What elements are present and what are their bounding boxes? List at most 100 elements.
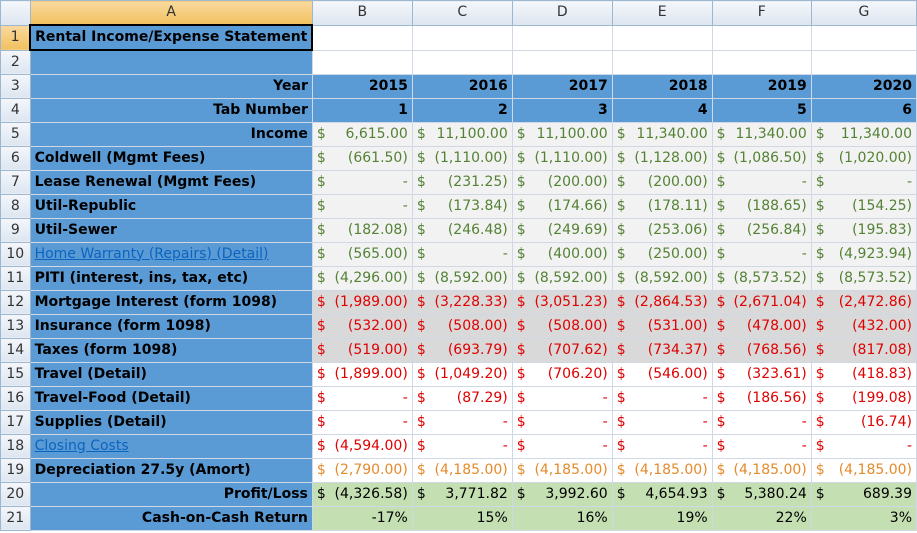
empty-cell[interactable] [611, 24, 713, 51]
value-cell[interactable]: $ (2,790.00) [311, 457, 413, 483]
empty-cell[interactable] [411, 24, 513, 51]
column-header-a[interactable]: A [29, 0, 313, 26]
row-header-2[interactable]: 2 [0, 49, 31, 75]
row-label[interactable]: Supplies (Detail) [29, 409, 313, 435]
row-header-21[interactable]: 21 [0, 505, 31, 531]
year-label[interactable]: Year [29, 73, 313, 99]
row-label[interactable]: Mortgage Interest (form 1098) [29, 289, 313, 315]
row-header-6[interactable]: 6 [0, 145, 31, 171]
row-header-4[interactable]: 4 [0, 97, 31, 123]
empty-cell[interactable] [311, 49, 413, 75]
value-cell[interactable]: 19% [611, 505, 713, 531]
value-cell[interactable]: $ (2,864.53) [611, 289, 713, 315]
value-cell[interactable]: $ (1,128.00) [611, 145, 713, 171]
value-cell[interactable]: $6,615.00 [311, 121, 413, 147]
row-header-15[interactable]: 15 [0, 361, 31, 387]
value-cell[interactable]: $ (8,573.52) [711, 265, 812, 291]
row-label[interactable]: Travel-Food (Detail) [29, 385, 313, 411]
year-cell[interactable]: 2017 [511, 73, 613, 99]
value-cell[interactable]: $ (186.56) [711, 385, 812, 411]
value-cell[interactable]: 3% [810, 505, 917, 531]
year-cell[interactable]: 2020 [810, 73, 917, 99]
year-cell[interactable]: 2015 [311, 73, 413, 99]
empty-cell[interactable] [810, 49, 917, 75]
value-cell[interactable]: $ (2,472.86) [810, 289, 917, 315]
value-cell[interactable]: $ (323.61) [711, 361, 812, 387]
value-cell[interactable]: $4,654.93 [611, 481, 713, 507]
value-cell[interactable]: $11,340.00 [810, 121, 917, 147]
value-cell[interactable]: $ (250.00) [611, 241, 713, 267]
value-cell[interactable]: $ - [611, 433, 713, 459]
value-cell[interactable]: $ (1,899.00) [311, 361, 413, 387]
row-label[interactable]: Closing Costs [29, 433, 313, 459]
value-cell[interactable]: $ (8,592.00) [411, 265, 513, 291]
value-cell[interactable]: $3,771.82 [411, 481, 513, 507]
row-label[interactable]: Util-Republic [29, 193, 313, 219]
empty-cell[interactable] [511, 24, 613, 51]
value-cell[interactable]: $ (200.00) [611, 169, 713, 195]
row-header-11[interactable]: 11 [0, 265, 31, 291]
column-header-f[interactable]: F [711, 0, 812, 26]
value-cell[interactable]: 15% [411, 505, 513, 531]
value-cell[interactable]: $11,100.00 [511, 121, 613, 147]
value-cell[interactable]: $ - [411, 241, 513, 267]
value-cell[interactable]: $ - [611, 409, 713, 435]
value-cell[interactable]: $ (4,185.00) [511, 457, 613, 483]
value-cell[interactable]: $ (231.25) [411, 169, 513, 195]
value-cell[interactable]: $ (508.00) [511, 313, 613, 339]
row-label[interactable]: Home Warranty (Repairs) (Detail) [29, 241, 313, 267]
empty-cell[interactable] [511, 49, 613, 75]
value-cell[interactable]: $ (249.69) [511, 217, 613, 243]
value-cell[interactable]: $ (2,671.04) [711, 289, 812, 315]
value-cell[interactable]: $ (1,989.00) [311, 289, 413, 315]
tab-number-cell[interactable]: 2 [411, 97, 513, 123]
value-cell[interactable]: $ (4,185.00) [611, 457, 713, 483]
value-cell[interactable]: $ (256.84) [711, 217, 812, 243]
value-cell[interactable]: $ (1,086.50) [711, 145, 812, 171]
value-cell[interactable]: $ (1,110.00) [511, 145, 613, 171]
value-cell[interactable]: $ (532.00) [311, 313, 413, 339]
value-cell[interactable]: $ (178.11) [611, 193, 713, 219]
value-cell[interactable]: $ (4,185.00) [810, 457, 917, 483]
tab-number-cell[interactable]: 6 [810, 97, 917, 123]
value-cell[interactable]: $ (508.00) [411, 313, 513, 339]
value-cell[interactable]: $3,992.60 [511, 481, 613, 507]
column-header-b[interactable]: B [311, 0, 413, 26]
value-cell[interactable]: $ (4,296.00) [311, 265, 413, 291]
year-cell[interactable]: 2019 [711, 73, 812, 99]
value-cell[interactable]: $ (1,110.00) [411, 145, 513, 171]
value-cell[interactable]: $ - [311, 169, 413, 195]
row-header-13[interactable]: 13 [0, 313, 31, 339]
hyperlink[interactable]: Home Warranty (Repairs) (Detail) [34, 245, 269, 262]
row-header-12[interactable]: 12 [0, 289, 31, 315]
value-cell[interactable]: $ (4,923.94) [810, 241, 917, 267]
value-cell[interactable]: $ - [711, 409, 812, 435]
row-header-1[interactable]: 1 [0, 24, 31, 51]
value-cell[interactable]: $ - [411, 409, 513, 435]
column-header-d[interactable]: D [511, 0, 613, 26]
value-cell[interactable]: $ (188.65) [711, 193, 812, 219]
tab-number-label[interactable]: Tab Number [29, 97, 313, 123]
value-cell[interactable]: $ (195.83) [810, 217, 917, 243]
value-cell[interactable]: $ (199.08) [810, 385, 917, 411]
value-cell[interactable]: $ - [311, 385, 413, 411]
value-cell[interactable]: $ (4,594.00) [311, 433, 413, 459]
tab-number-cell[interactable]: 5 [711, 97, 812, 123]
row-header-20[interactable]: 20 [0, 481, 31, 507]
row-header-8[interactable]: 8 [0, 193, 31, 219]
row-header-18[interactable]: 18 [0, 433, 31, 459]
row-label[interactable]: Lease Renewal (Mgmt Fees) [29, 169, 313, 195]
value-cell[interactable]: $ - [810, 433, 917, 459]
value-cell[interactable]: $ - [511, 385, 613, 411]
value-cell[interactable]: $ (418.83) [810, 361, 917, 387]
empty-cell[interactable] [711, 49, 812, 75]
value-cell[interactable]: $ - [411, 433, 513, 459]
hyperlink[interactable]: Closing Costs [34, 437, 129, 454]
value-cell[interactable]: $ (432.00) [810, 313, 917, 339]
select-all-corner[interactable] [0, 0, 31, 26]
value-cell[interactable]: $5,380.24 [711, 481, 812, 507]
row-header-5[interactable]: 5 [0, 121, 31, 147]
value-cell[interactable]: $ (4,326.58) [311, 481, 413, 507]
row-label[interactable]: Taxes (form 1098) [29, 337, 313, 363]
value-cell[interactable]: $ (87.29) [411, 385, 513, 411]
